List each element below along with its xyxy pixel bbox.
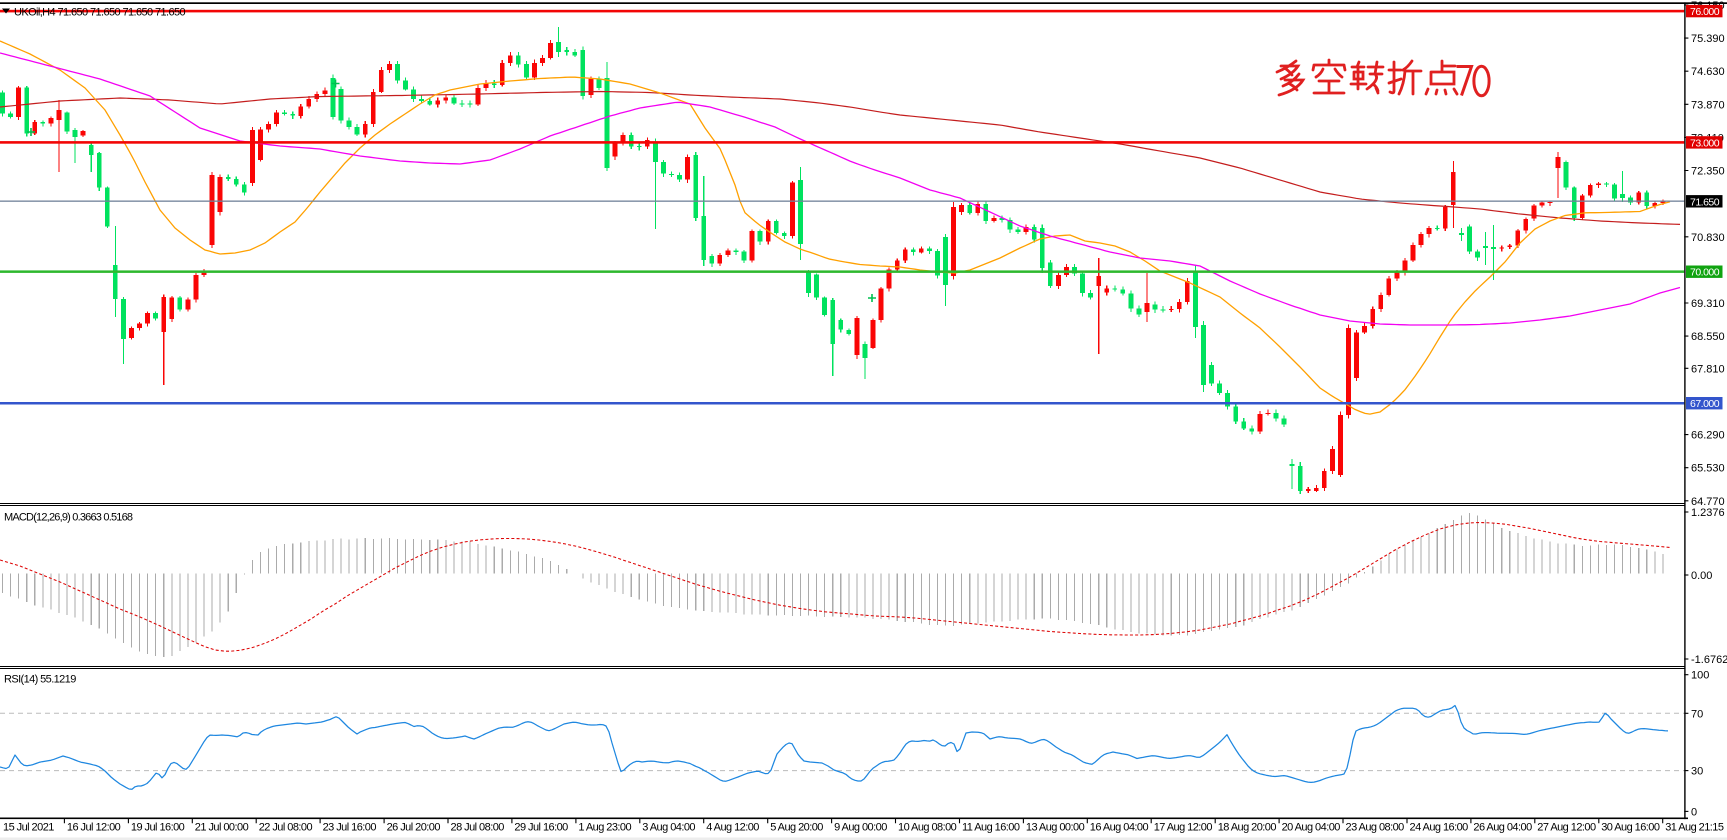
svg-text:28 Jul 08:00: 28 Jul 08:00 [451,822,505,834]
svg-text:0.00: 0.00 [1691,570,1712,582]
svg-text:73.000: 73.000 [1690,137,1720,149]
svg-text:17 Aug 12:00: 17 Aug 12:00 [1154,822,1213,834]
svg-text:73.870: 73.870 [1691,99,1725,111]
svg-text:UKOil,H4 71.650 71.650 71.650: UKOil,H4 71.650 71.650 71.650 71.650 [14,7,186,19]
svg-text:26 Aug 04:00: 26 Aug 04:00 [1473,822,1532,834]
svg-text:13 Aug 00:00: 13 Aug 00:00 [1026,822,1085,834]
svg-text:100: 100 [1691,670,1709,682]
svg-text:MACD(12,26,9) 0.3663 0.5168: MACD(12,26,9) 0.3663 0.5168 [4,512,133,524]
svg-text:27 Aug 12:00: 27 Aug 12:00 [1537,822,1596,834]
svg-text:64.770: 64.770 [1691,496,1725,508]
svg-text:66.290: 66.290 [1691,430,1725,442]
svg-text:3 Aug 04:00: 3 Aug 04:00 [642,822,695,834]
svg-text:72.350: 72.350 [1691,166,1725,178]
svg-text:31 Aug 21:15: 31 Aug 21:15 [1665,822,1724,834]
svg-text:RSI(14) 55.1219: RSI(14) 55.1219 [4,674,76,686]
svg-text:22 Jul 08:00: 22 Jul 08:00 [259,822,313,834]
svg-text:16 Aug 04:00: 16 Aug 04:00 [1090,822,1149,834]
svg-text:26 Jul 20:00: 26 Jul 20:00 [387,822,441,834]
svg-text:69.310: 69.310 [1691,298,1725,310]
svg-text:71.650: 71.650 [1690,196,1720,208]
svg-text:23 Jul 16:00: 23 Jul 16:00 [323,822,377,834]
svg-text:68.550: 68.550 [1691,331,1725,343]
svg-text:67.000: 67.000 [1690,398,1720,410]
svg-text:15 Jul 2021: 15 Jul 2021 [3,822,54,834]
svg-text:1 Aug 23:00: 1 Aug 23:00 [578,822,631,834]
svg-text:67.810: 67.810 [1691,363,1725,375]
svg-text:9 Aug 00:00: 9 Aug 00:00 [834,822,887,834]
svg-text:-1.6762: -1.6762 [1691,654,1727,666]
svg-text:16 Jul 12:00: 16 Jul 12:00 [67,822,121,834]
svg-text:19 Jul 16:00: 19 Jul 16:00 [131,822,185,834]
svg-text:70.830: 70.830 [1691,232,1725,244]
svg-text:5 Aug 20:00: 5 Aug 20:00 [770,822,823,834]
svg-text:70: 70 [1691,708,1703,720]
svg-text:10 Aug 08:00: 10 Aug 08:00 [898,822,957,834]
svg-text:1.2376: 1.2376 [1691,507,1725,519]
svg-text:65.530: 65.530 [1691,463,1725,475]
svg-text:24 Aug 16:00: 24 Aug 16:00 [1410,822,1469,834]
svg-text:30: 30 [1691,766,1703,778]
svg-text:29 Jul 16:00: 29 Jul 16:00 [514,822,568,834]
svg-text:4 Aug 12:00: 4 Aug 12:00 [706,822,759,834]
svg-text:76.000: 76.000 [1690,6,1720,18]
svg-text:0: 0 [1691,806,1697,818]
svg-text:20 Aug 04:00: 20 Aug 04:00 [1282,822,1341,834]
svg-text:21 Jul 00:00: 21 Jul 00:00 [195,822,249,834]
svg-text:23 Aug 08:00: 23 Aug 08:00 [1346,822,1405,834]
svg-text:70.000: 70.000 [1690,267,1720,279]
svg-text:11 Aug 16:00: 11 Aug 16:00 [962,822,1020,834]
svg-text:75.390: 75.390 [1691,33,1725,45]
svg-text:18 Aug 20:00: 18 Aug 20:00 [1218,822,1277,834]
svg-text:30 Aug 16:00: 30 Aug 16:00 [1601,822,1660,834]
svg-text:74.630: 74.630 [1691,66,1725,78]
